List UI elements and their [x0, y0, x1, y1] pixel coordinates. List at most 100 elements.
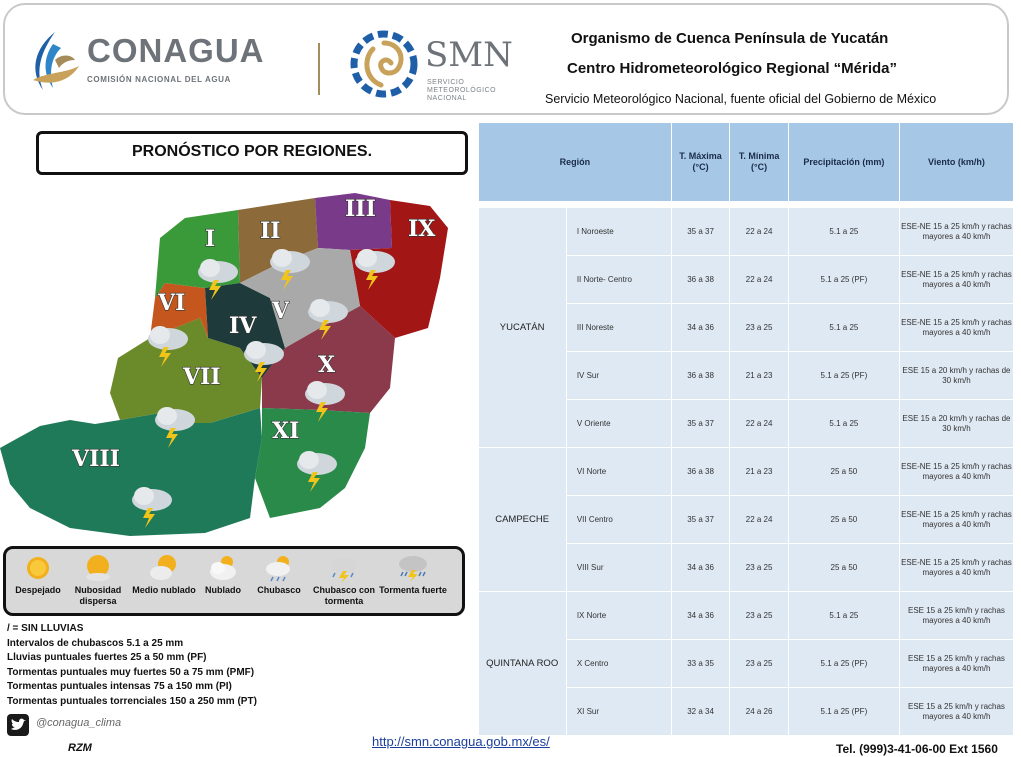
- cell-tmax: 35 a 37: [671, 399, 731, 448]
- shower-icon: [266, 556, 290, 582]
- map-label-i: I: [205, 226, 215, 252]
- state-name: YUCATÁN: [478, 208, 567, 448]
- region-iii-shape: [315, 193, 392, 250]
- storm-cloud-icon: [305, 381, 345, 422]
- cell-precip: 5.1 a 25 (PF): [788, 351, 900, 400]
- cell-precip: 5.1 a 25: [788, 208, 900, 256]
- storm-shower-icon: [331, 557, 357, 583]
- legend-label: Chubasco: [257, 585, 301, 595]
- header-tmin: T. Mínima (°C): [729, 122, 789, 202]
- cell-precip: 5.1 a 25 (PF): [788, 255, 900, 304]
- storm-cloud-icon: [308, 299, 348, 340]
- smn-subtitle: SERVICIO METEOROLÓGICO NACIONAL: [427, 79, 496, 103]
- cloudy-icon: [210, 556, 236, 580]
- map-label-xi: XI: [272, 418, 299, 444]
- cell-region: II Norte- Centro: [566, 255, 672, 304]
- region-v-shape: [240, 248, 360, 348]
- legend-label: Medio nublado: [132, 585, 196, 595]
- storm-cloud-icon: [244, 341, 284, 382]
- cell-tmin: 22 a 24: [729, 495, 789, 544]
- legend-label: Despejado: [15, 585, 61, 595]
- sun-icon: [27, 557, 49, 579]
- map-label-vi: VI: [157, 290, 185, 316]
- cell-region: IX Norte: [566, 591, 672, 640]
- partly-cloudy-icon: [150, 555, 176, 580]
- cell-tmax: 33 a 35: [671, 639, 731, 688]
- twitter-icon[interactable]: [7, 714, 29, 736]
- map-label-iv: IV: [229, 313, 257, 339]
- cell-region: VIII Sur: [566, 543, 672, 592]
- cell-region: XI Sur: [566, 687, 672, 736]
- cell-precip: 5.1 a 25: [788, 303, 900, 352]
- map-label-ix: IX: [408, 216, 436, 242]
- cell-region: VII Centro: [566, 495, 672, 544]
- cell-wind: ESE 15 a 25 km/h y rachas mayores a 40 k…: [899, 639, 1015, 688]
- map-label-iii: III: [345, 196, 376, 222]
- page-title: PRONÓSTICO POR REGIONES.: [131, 143, 373, 160]
- legend-item-tormenta-fuerte: Tormenta fuerte: [378, 553, 448, 596]
- author-initials: RZM: [68, 742, 92, 754]
- table-header-row: Región T. Máxima (°C) T. Mínima (°C) Pre…: [478, 122, 1015, 202]
- cell-region: III Noreste: [566, 303, 672, 352]
- cell-tmin: 23 a 25: [729, 639, 789, 688]
- table-row: CAMPECHE VI Norte 36 a 38 21 a 23 25 a 50 ESE…: [478, 447, 1015, 592]
- cell-region: VI Norte: [566, 447, 672, 496]
- note-line: / = SIN LLUVIAS: [7, 623, 84, 634]
- legend-item-chubasco: Chubasco: [245, 553, 313, 596]
- cell-tmin: 21 a 23: [729, 351, 789, 400]
- legend-item-despejado: Despejado: [4, 553, 72, 596]
- cell-wind: ESE-NE 15 a 25 km/h y rachas mayores a 4…: [899, 303, 1015, 352]
- smn-subtitle-line: NACIONAL: [427, 95, 467, 102]
- smn-subtitle-line: SERVICIO: [427, 79, 465, 86]
- state-name: CAMPECHE: [478, 447, 567, 592]
- contact-phone: Tel. (999)3-41-06-00 Ext 1560: [836, 742, 998, 756]
- note-line: Tormentas puntuales muy fuertes 50 a 75 …: [7, 666, 255, 678]
- cell-tmin: 22 a 24: [729, 255, 789, 304]
- table-row: X Centro 33 a 35 23 a 25 5.1 a 25 (PF) ESE 1…: [479, 639, 1015, 688]
- table-row: VII Centro 35 a 37 22 a 24 25 a 50 ESE-NE 15…: [479, 495, 1015, 544]
- smn-name: SMN: [425, 35, 513, 75]
- storm-cloud-icon: [297, 451, 337, 492]
- cell-region: IV Sur: [566, 351, 672, 400]
- storm-cloud-icon: [198, 259, 238, 300]
- cell-tmin: 24 a 26: [729, 687, 789, 736]
- cell-tmax: 36 a 38: [671, 255, 731, 304]
- cell-tmax: 34 a 36: [671, 543, 731, 592]
- legend-label: Chubasco con tormenta: [312, 585, 375, 606]
- cell-precip: 5.1 a 25 (PF): [788, 687, 900, 736]
- header-line-2: Centro Hidrometeorológico Regional “Méri…: [567, 60, 898, 77]
- storm-cloud-icon: [270, 249, 310, 290]
- cell-wind: ESE-NE 15 a 25 km/h y rachas mayores a 4…: [899, 447, 1015, 496]
- cell-tmin: 23 a 25: [729, 543, 789, 592]
- cell-precip: 25 a 50: [788, 495, 900, 544]
- twitter-handle[interactable]: @conagua_clima: [36, 717, 122, 729]
- region-vii-shape: [110, 318, 262, 423]
- legend-label: Tormenta fuerte: [379, 585, 447, 595]
- cell-precip: 25 a 50: [788, 447, 900, 496]
- cell-precip: 5.1 a 25 (PF): [788, 639, 900, 688]
- region-ii-shape: [238, 198, 318, 283]
- storm-cloud-icon: [155, 407, 195, 448]
- note-line: Intervalos de chubascos 5.1 a 25 mm: [7, 637, 184, 649]
- cell-tmax: 32 a 34: [671, 687, 731, 736]
- table-row: VIII Sur 34 a 36 23 a 25 25 a 50 ESE-NE 15 a…: [479, 543, 1015, 592]
- map-label-vii: VII: [182, 364, 221, 390]
- map-label-viii: VIII: [71, 446, 120, 472]
- map-label-v: V: [271, 298, 290, 324]
- legend-label: Nubosidad dispersa: [74, 585, 122, 606]
- map-label-x: X: [318, 352, 336, 378]
- cell-tmax: 35 a 37: [671, 495, 731, 544]
- cell-tmin: 22 a 24: [729, 208, 789, 256]
- conagua-subtitle: COMISIÓN NACIONAL DEL AGUA: [87, 75, 231, 84]
- table-gap-row: [478, 201, 1014, 208]
- cell-tmin: 21 a 23: [729, 447, 789, 496]
- cell-tmin: 23 a 25: [729, 591, 789, 640]
- conagua-wave-icon: [33, 32, 79, 90]
- smn-website-link[interactable]: http://smn.conagua.gob.mx/es/: [372, 734, 550, 749]
- storm-cloud-icon: [148, 326, 188, 367]
- cell-region: V Oriente: [566, 399, 672, 448]
- region-ix-shape: [350, 200, 448, 338]
- note-line: Tormentas puntuales intensas 75 a 150 mm…: [7, 681, 232, 692]
- legend-item-nublado: Nublado: [189, 553, 257, 596]
- legend-label: Nublado: [205, 585, 241, 595]
